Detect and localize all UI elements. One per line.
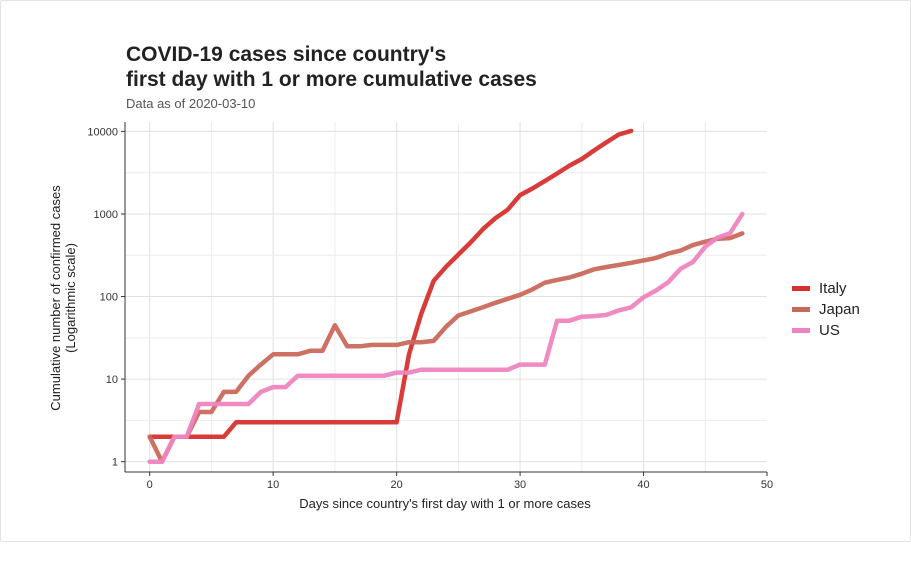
y-tick-label: 1000 <box>94 209 118 221</box>
y-tick-label: 100 <box>100 292 118 304</box>
series-line-italy <box>147 128 634 440</box>
y-axis-title-line1: Cumulative number of confirmed cases <box>48 185 63 411</box>
legend-swatch-italy <box>792 286 810 291</box>
legend-label-japan: Japan <box>819 301 860 318</box>
legend-item-italy: Italy <box>792 278 860 299</box>
y-tick-label: 10 <box>106 374 118 386</box>
series-lines <box>147 128 745 464</box>
y-axis-title-line2: (Logarithmic scale) <box>63 243 78 353</box>
legend: Italy Japan US <box>792 278 860 341</box>
x-tick-label: 0 <box>147 479 153 491</box>
legend-swatch-japan <box>792 307 810 312</box>
legend-label-italy: Italy <box>819 280 847 297</box>
chart-title-line1: COVID-19 cases since country's <box>126 43 447 66</box>
x-tick-label: 30 <box>514 479 526 491</box>
chart-subtitle: Data as of 2020-03-10 <box>126 96 256 111</box>
x-tick-label: 20 <box>390 479 402 491</box>
series-line-us <box>147 211 745 464</box>
axes: 0 10 20 30 40 50 1 10 100 1000 10000 <box>87 122 773 491</box>
y-tick-label: 1 <box>112 457 118 469</box>
x-tick-label: 10 <box>267 479 279 491</box>
chart-title: COVID-19 cases since country's first day… <box>126 42 537 92</box>
axis-labels: Days since country's first day with 1 or… <box>48 185 591 511</box>
y-tick-label: 10000 <box>87 126 118 138</box>
chart-title-line2: first day with 1 or more cumulative case… <box>126 68 537 91</box>
legend-item-japan: Japan <box>792 299 860 320</box>
series-line-japan <box>147 231 745 464</box>
legend-swatch-us <box>792 328 810 333</box>
x-tick-label: 50 <box>761 479 773 491</box>
legend-label-us: US <box>819 322 840 339</box>
x-axis-title: Days since country's first day with 1 or… <box>299 496 591 511</box>
grid-lines <box>125 122 767 472</box>
chart-card <box>0 0 911 542</box>
legend-item-us: US <box>792 320 860 341</box>
x-tick-label: 40 <box>637 479 649 491</box>
